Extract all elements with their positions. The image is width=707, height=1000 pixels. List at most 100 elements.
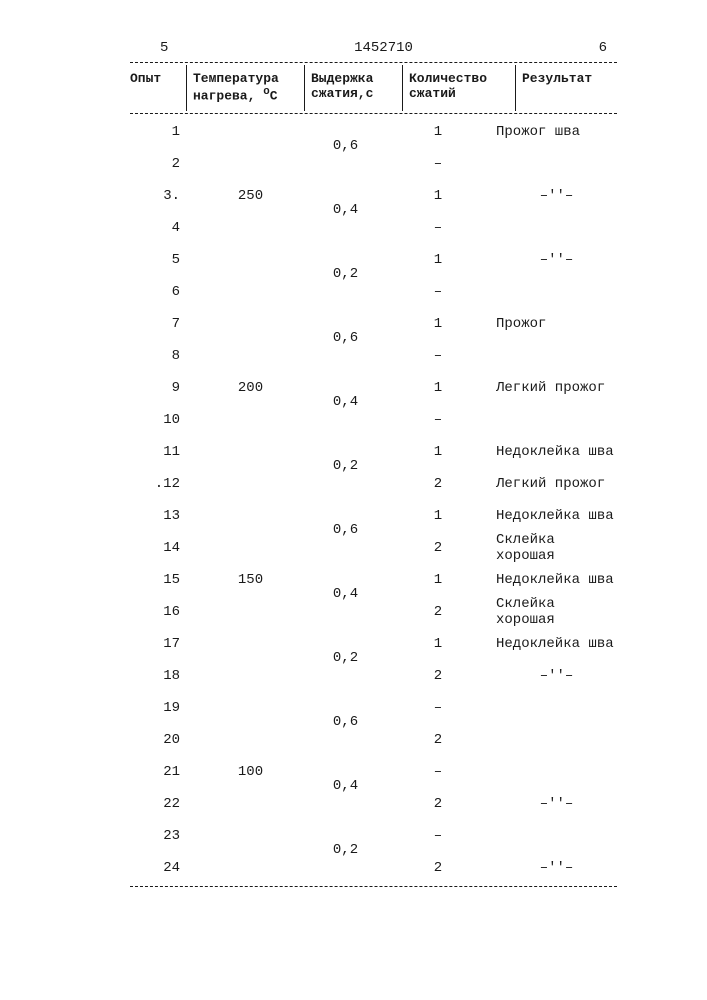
cell-opyt: 20 — [130, 732, 198, 748]
cell-count: 1 — [388, 380, 488, 396]
cell-opyt: 1 — [130, 124, 198, 140]
cell-result: Легкий прожог — [488, 476, 617, 492]
cell-opyt: 5 — [130, 252, 198, 268]
cell-opyt: 3. — [130, 188, 198, 204]
cell-count: 1 — [388, 252, 488, 268]
cell-result: –''– — [488, 796, 617, 812]
cell-delay: 0,6 — [303, 714, 388, 730]
table-row: 11 0,2 1 Недоклейка шва — [130, 436, 617, 468]
header-opyt: Опыт — [130, 71, 180, 86]
header-result: Результат — [522, 71, 617, 86]
cell-delay: 0,4 — [303, 202, 388, 218]
table-header: Опыт Температура нагрева, оС Выдержка сж… — [130, 65, 617, 111]
cell-count: 1 — [388, 508, 488, 524]
page-number-left: 5 — [160, 40, 168, 56]
cell-count: 2 — [388, 860, 488, 876]
cell-result: Склейка хорошая — [488, 532, 617, 564]
cell-opyt: 24 — [130, 860, 198, 876]
cell-delay: 0,2 — [303, 266, 388, 282]
cell-count: – — [388, 220, 488, 236]
cell-result: Недоклейка шва — [488, 444, 617, 460]
table-row: 13 0,6 1 Недоклейка шва — [130, 500, 617, 532]
table-row: 9 200 0,4 1 Легкий прожог — [130, 372, 617, 404]
cell-temp: 150 — [198, 572, 303, 588]
cell-delay: 0,4 — [303, 778, 388, 794]
page-header: 5 1452710 6 — [130, 40, 617, 56]
cell-count: 1 — [388, 636, 488, 652]
cell-opyt: 16 — [130, 604, 198, 620]
cell-opyt: 9 — [130, 380, 198, 396]
page: 5 1452710 6 Опыт Температура нагрева, оС… — [0, 0, 707, 929]
table-row: 5 0,2 1 –''– — [130, 244, 617, 276]
table-row: 1 0,6 1 Прожог шва — [130, 116, 617, 148]
cell-result: Недоклейка шва — [488, 572, 617, 588]
cell-delay: 0,4 — [303, 394, 388, 410]
header-sep — [186, 65, 187, 111]
cell-opyt: 8 — [130, 348, 198, 364]
cell-opyt: 22 — [130, 796, 198, 812]
cell-count: – — [388, 284, 488, 300]
cell-result: Легкий прожог — [488, 380, 617, 396]
header-count: Количество сжатий — [409, 71, 509, 101]
cell-result: Прожог шва — [488, 124, 617, 140]
cell-count: – — [388, 348, 488, 364]
table-row: 3. 250 0,4 1 –''– — [130, 180, 617, 212]
page-number-right: 6 — [599, 40, 607, 56]
cell-count: 2 — [388, 476, 488, 492]
cell-result: Недоклейка шва — [488, 508, 617, 524]
header-sep — [402, 65, 403, 111]
cell-delay: 0,6 — [303, 138, 388, 154]
table-row: 15 150 0,4 1 Недоклейка шва — [130, 564, 617, 596]
table-row: 17 0,2 1 Недоклейка шва — [130, 628, 617, 660]
cell-delay: 0,2 — [303, 458, 388, 474]
cell-count: – — [388, 156, 488, 172]
cell-count: 2 — [388, 732, 488, 748]
cell-opyt: 10 — [130, 412, 198, 428]
cell-count: – — [388, 412, 488, 428]
cell-count: 1 — [388, 572, 488, 588]
cell-opyt: 15 — [130, 572, 198, 588]
cell-count: 1 — [388, 188, 488, 204]
cell-count: 2 — [388, 668, 488, 684]
divider-header — [130, 113, 617, 114]
table-row: 19 0,6 – — [130, 692, 617, 724]
cell-count: 2 — [388, 540, 488, 556]
cell-opyt: 17 — [130, 636, 198, 652]
cell-result: –''– — [488, 668, 617, 684]
cell-result: –''– — [488, 188, 617, 204]
header-temp: Температура нагрева, оС — [193, 71, 298, 103]
cell-count: 2 — [388, 604, 488, 620]
table-body: 1 0,6 1 Прожог шва 2 – 3. 250 0,4 1 –''–… — [130, 116, 617, 884]
cell-delay: 0,2 — [303, 842, 388, 858]
cell-result: Прожог — [488, 316, 617, 332]
cell-opyt: 19 — [130, 700, 198, 716]
cell-opyt: 11 — [130, 444, 198, 460]
cell-opyt: 14 — [130, 540, 198, 556]
cell-result: –''– — [488, 860, 617, 876]
cell-opyt: .12 — [130, 476, 198, 492]
cell-count: 1 — [388, 124, 488, 140]
cell-opyt: 4 — [130, 220, 198, 236]
cell-delay: 0,6 — [303, 330, 388, 346]
cell-opyt: 18 — [130, 668, 198, 684]
cell-count: – — [388, 828, 488, 844]
cell-delay: 0,6 — [303, 522, 388, 538]
cell-opyt: 13 — [130, 508, 198, 524]
cell-result: Недоклейка шва — [488, 636, 617, 652]
cell-result: Склейка хорошая — [488, 596, 617, 628]
cell-result: –''– — [488, 252, 617, 268]
cell-count: 1 — [388, 444, 488, 460]
document-number: 1452710 — [354, 40, 413, 56]
cell-opyt: 6 — [130, 284, 198, 300]
cell-temp: 100 — [198, 764, 303, 780]
cell-temp: 200 — [198, 380, 303, 396]
cell-count: – — [388, 700, 488, 716]
cell-opyt: 23 — [130, 828, 198, 844]
cell-temp: 250 — [198, 188, 303, 204]
cell-opyt: 21 — [130, 764, 198, 780]
cell-count: 2 — [388, 796, 488, 812]
cell-delay: 0,2 — [303, 650, 388, 666]
divider-bottom — [130, 886, 617, 887]
table-row: 23 0,2 – — [130, 820, 617, 852]
cell-opyt: 7 — [130, 316, 198, 332]
